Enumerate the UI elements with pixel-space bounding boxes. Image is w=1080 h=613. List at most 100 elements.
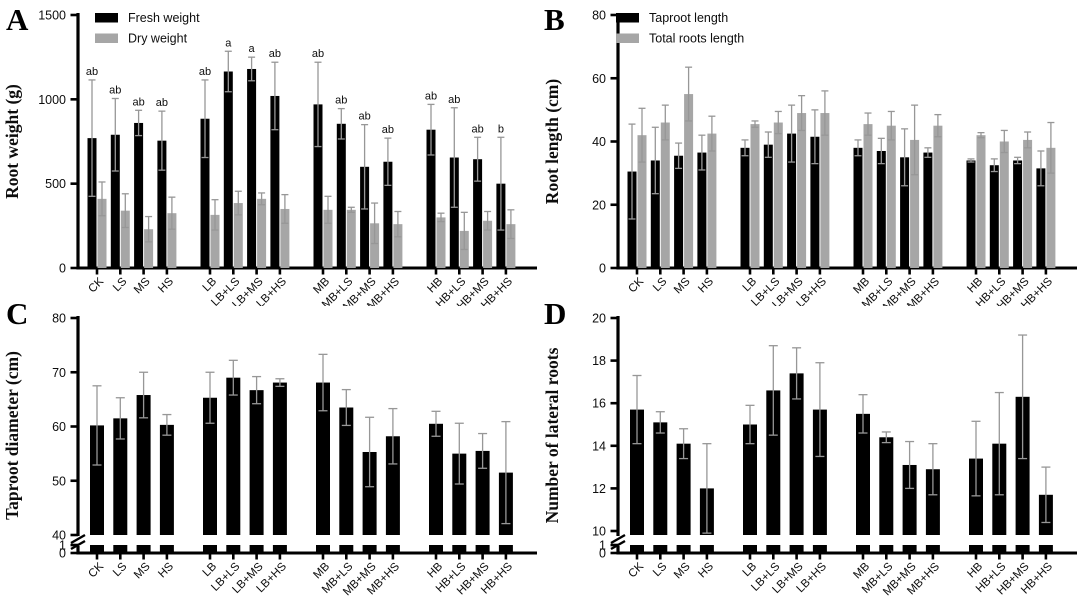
y-tick-label: 1000	[38, 93, 66, 107]
bar-stub	[856, 545, 870, 554]
bar	[257, 198, 267, 268]
bar-stub	[879, 545, 894, 554]
bar	[976, 135, 986, 268]
y-tick-label: 60	[52, 420, 66, 434]
bar-stub	[812, 545, 827, 554]
bar	[923, 152, 933, 268]
panel-letter-c: C	[6, 296, 29, 331]
bar-stub	[743, 545, 757, 554]
legend-swatch	[616, 33, 639, 43]
y-tick-label: 40	[52, 529, 66, 543]
y-tick-label: 1500	[38, 9, 66, 23]
y-tick-label: 14	[592, 439, 606, 453]
x-tick-label: MS	[132, 560, 153, 581]
significance-letter: a	[249, 43, 256, 55]
y-tick-label: 0	[59, 262, 66, 276]
bar-stub	[249, 545, 264, 554]
bar	[630, 409, 644, 535]
x-tick-label: HS	[156, 275, 176, 295]
bar-stub	[452, 545, 467, 554]
bar	[674, 155, 684, 268]
bar	[167, 213, 177, 268]
x-tick-label: HS	[696, 275, 716, 295]
x-tick-label: HS	[156, 560, 176, 580]
y-axis-label: Root length (cm)	[542, 79, 562, 205]
bar-stub	[789, 545, 804, 554]
y-tick-label: 500	[45, 177, 66, 191]
bar	[660, 122, 670, 269]
panel-letter-a: A	[6, 2, 29, 37]
significance-letter: ab	[109, 84, 121, 96]
bar	[233, 203, 243, 268]
x-tick-label: CK	[86, 560, 106, 580]
bar	[637, 135, 647, 268]
bar-stub	[90, 545, 104, 554]
bar	[766, 390, 781, 535]
y-tick-label: 70	[52, 366, 66, 380]
significance-letter: ab	[471, 123, 483, 135]
y-tick-label: 0	[599, 547, 606, 561]
bar	[159, 424, 174, 535]
y-axis-label: Root weight (g)	[2, 84, 22, 199]
bar	[97, 198, 107, 268]
significance-letter: ab	[156, 97, 168, 109]
bar-stub	[498, 545, 513, 554]
bar	[876, 150, 886, 268]
y-tick-label: 40	[592, 135, 606, 149]
bar	[362, 451, 377, 535]
bar	[697, 152, 707, 268]
x-tick-label: CK	[626, 560, 646, 580]
panel-c-chart: Taproot diameter (cm) 40 50 60 70 80 10 CK LS MS H…	[2, 312, 537, 598]
panel-letter-d: D	[544, 296, 567, 331]
y-tick-label: 80	[592, 9, 606, 23]
bar	[910, 139, 920, 268]
bar	[452, 453, 467, 535]
significance-letter: ab	[132, 96, 144, 108]
y-tick-label: 18	[592, 354, 606, 368]
axis-break-mark	[70, 533, 86, 545]
bar-stub	[136, 545, 151, 554]
x-tick-label: CK	[626, 275, 646, 295]
x-tick-label: LS	[111, 275, 130, 294]
y-tick-label: 80	[52, 312, 66, 326]
bar	[473, 159, 483, 268]
bar	[316, 382, 330, 535]
legend-label: Dry weight	[128, 32, 188, 46]
bar	[475, 450, 490, 535]
legend-label: Taproot length	[649, 11, 728, 25]
bar	[87, 138, 97, 268]
y-tick-label: 0	[599, 262, 606, 276]
y-tick-label: 1	[59, 539, 66, 553]
bar-stub	[339, 545, 354, 554]
bar	[902, 464, 917, 535]
significance-letter: ab	[358, 111, 370, 123]
bar	[653, 422, 668, 535]
bar	[200, 118, 210, 268]
bar	[989, 165, 999, 268]
bar-stub	[226, 545, 241, 554]
bar	[773, 122, 783, 269]
y-tick-label: 1	[599, 539, 606, 553]
bar-stub	[362, 545, 377, 554]
bar	[393, 224, 403, 268]
bar	[999, 141, 1009, 268]
bar-stub	[385, 545, 400, 554]
y-tick-label: 50	[52, 474, 66, 488]
bar	[134, 122, 144, 269]
bar	[223, 71, 233, 269]
bar	[226, 377, 241, 535]
bar	[812, 409, 827, 535]
bar-stub	[969, 545, 983, 554]
bar	[1023, 139, 1033, 268]
x-tick-label: MS	[672, 275, 693, 296]
bar	[247, 68, 257, 269]
x-tick-label: LB	[741, 560, 760, 579]
x-tick-label: LB	[201, 560, 220, 579]
bar	[820, 113, 830, 268]
bar-stub	[699, 545, 714, 554]
bar-stub	[1038, 545, 1053, 554]
significance-letter: b	[498, 123, 504, 135]
